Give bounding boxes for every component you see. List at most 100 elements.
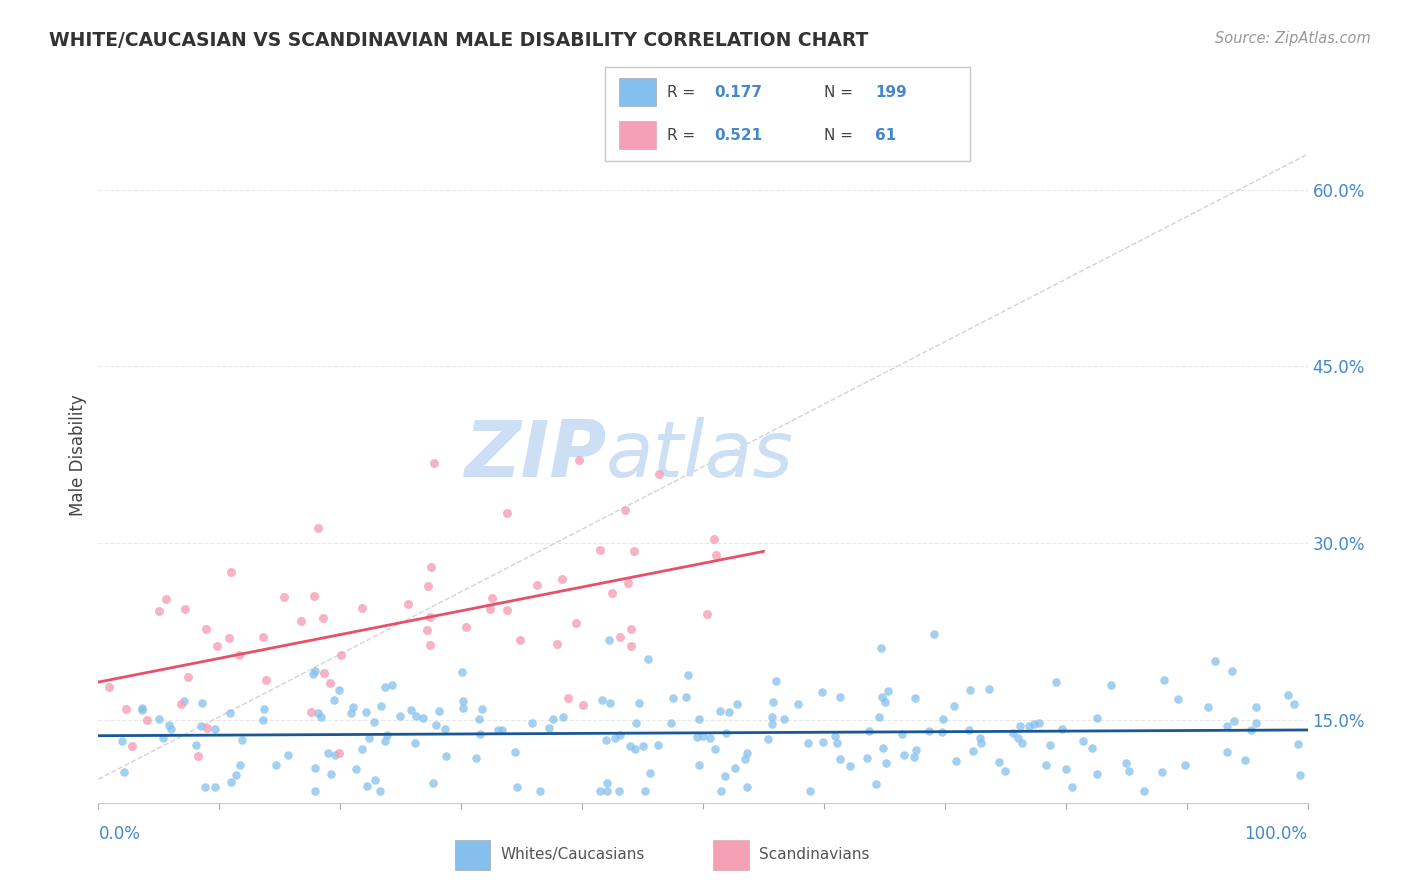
Point <box>675 690 697 704</box>
Point <box>328 746 350 760</box>
Point <box>190 719 212 733</box>
Point <box>505 745 527 759</box>
Bar <box>619 78 655 106</box>
Text: N =: N = <box>824 128 858 143</box>
Point <box>704 741 727 756</box>
Text: WHITE/CAUCASIAN VS SCANDINAVIAN MALE DISABILITY CORRELATION CHART: WHITE/CAUCASIAN VS SCANDINAVIAN MALE DIS… <box>49 31 869 50</box>
Text: R =: R = <box>666 85 700 100</box>
Point <box>692 729 714 743</box>
Point <box>761 717 783 731</box>
Point <box>970 736 993 750</box>
Point <box>419 638 441 652</box>
Point <box>1118 764 1140 778</box>
Point <box>273 591 295 605</box>
Point <box>627 697 650 711</box>
Point <box>703 532 725 546</box>
Text: ZIP: ZIP <box>464 417 606 493</box>
Point <box>194 780 217 794</box>
Point <box>875 756 897 771</box>
Point <box>797 736 820 750</box>
Text: R =: R = <box>666 128 700 143</box>
Point <box>112 764 135 779</box>
Point <box>969 731 991 745</box>
Point <box>229 757 252 772</box>
Point <box>330 648 353 663</box>
Bar <box>456 839 491 870</box>
Point <box>858 724 880 739</box>
Point <box>987 755 1010 769</box>
Point <box>374 680 396 694</box>
Point <box>620 622 643 636</box>
Point <box>205 639 228 653</box>
Point <box>761 710 783 724</box>
Point <box>773 712 796 726</box>
Point <box>714 725 737 739</box>
Point <box>451 694 474 708</box>
Point <box>307 706 329 720</box>
Point <box>762 695 785 709</box>
Point <box>596 784 619 798</box>
Point <box>648 467 671 482</box>
Point <box>891 727 914 741</box>
Point <box>553 710 575 724</box>
Point <box>617 575 640 590</box>
Point <box>932 712 955 726</box>
Text: 100.0%: 100.0% <box>1244 825 1308 843</box>
Point <box>1220 665 1243 679</box>
Point <box>344 763 367 777</box>
Point <box>811 735 834 749</box>
Bar <box>713 839 748 870</box>
Point <box>631 739 654 753</box>
Point <box>957 723 980 738</box>
Point <box>520 716 543 731</box>
Point <box>506 780 529 794</box>
Point <box>839 759 862 773</box>
Point <box>624 742 647 756</box>
Point <box>529 784 551 798</box>
Point <box>686 730 709 744</box>
Point <box>478 602 501 616</box>
Point <box>304 784 326 798</box>
Point <box>419 609 441 624</box>
Y-axis label: Male Disability: Male Disability <box>69 394 87 516</box>
Point <box>195 622 218 636</box>
Point <box>252 631 274 645</box>
Point <box>405 709 427 723</box>
Point <box>184 738 207 752</box>
Point <box>148 712 170 726</box>
Point <box>370 699 392 714</box>
Point <box>228 648 250 662</box>
Point <box>368 784 391 798</box>
Point <box>1018 719 1040 733</box>
Point <box>624 715 647 730</box>
Text: 61: 61 <box>875 128 897 143</box>
Point <box>302 589 325 603</box>
Point <box>1045 675 1067 690</box>
Point <box>319 675 342 690</box>
Point <box>734 752 756 766</box>
Point <box>1244 715 1267 730</box>
Point <box>620 639 643 653</box>
Point <box>488 723 510 738</box>
Point <box>467 712 489 726</box>
Point <box>1115 756 1137 771</box>
Point <box>551 573 574 587</box>
Point <box>465 751 488 765</box>
Point <box>131 703 153 717</box>
Point <box>638 766 661 780</box>
Point <box>252 713 274 727</box>
Point <box>678 667 700 681</box>
Point <box>613 502 636 516</box>
Point <box>423 456 446 470</box>
Point <box>148 604 170 618</box>
Point <box>375 727 398 741</box>
Point <box>541 712 564 726</box>
Bar <box>619 121 655 149</box>
Point <box>737 780 759 794</box>
Point <box>1099 678 1122 692</box>
Point <box>321 766 343 780</box>
Point <box>422 776 444 790</box>
Point <box>111 733 134 747</box>
Point <box>1002 726 1025 740</box>
Text: Scandinavians: Scandinavians <box>759 847 869 862</box>
